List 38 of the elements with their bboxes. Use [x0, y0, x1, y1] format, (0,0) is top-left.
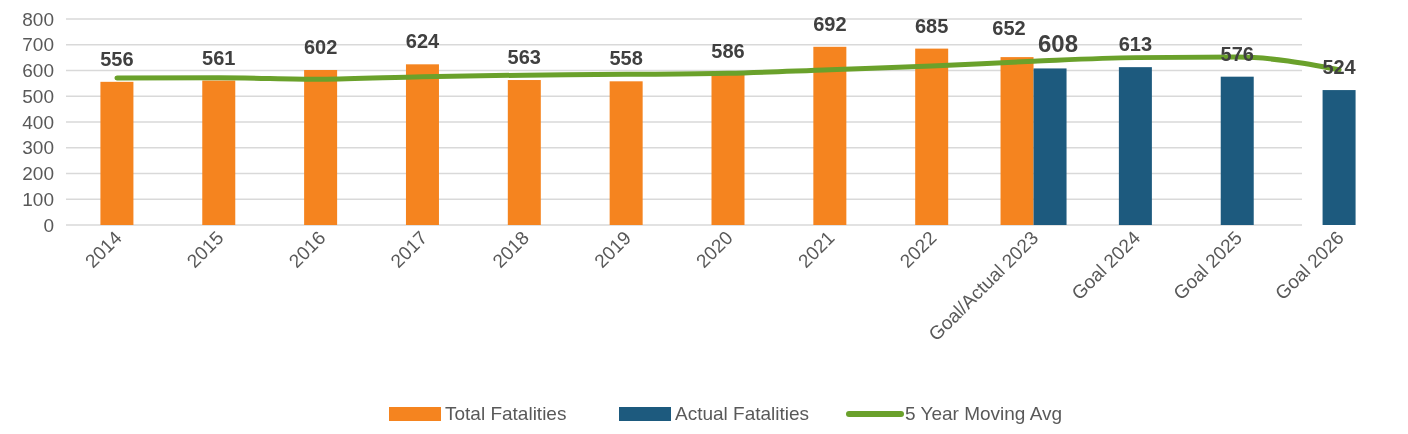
data-label: 685 — [915, 14, 949, 37]
bar — [202, 80, 236, 225]
bar — [304, 69, 338, 225]
y-tick-label: 200 — [22, 163, 54, 185]
bar — [813, 46, 847, 225]
data-label: 692 — [813, 12, 847, 35]
y-tick-label: 100 — [22, 188, 54, 210]
data-label: 563 — [507, 46, 541, 69]
bar — [100, 81, 134, 225]
data-label: 561 — [202, 46, 236, 69]
data-label: 608 — [1038, 30, 1079, 58]
data-label: 602 — [303, 35, 338, 58]
y-tick-label: 500 — [22, 85, 54, 107]
data-label: 624 — [405, 30, 441, 53]
y-tick-label: 700 — [22, 34, 54, 56]
legend-label: 5 Year Moving Avg — [905, 403, 1063, 424]
bar — [1220, 76, 1254, 225]
legend-label: Total Fatalities — [445, 403, 567, 424]
data-label: 613 — [1118, 33, 1153, 56]
y-tick-label: 300 — [22, 137, 54, 159]
data-label: 558 — [609, 47, 643, 70]
y-tick-label: 800 — [22, 8, 54, 30]
bar — [915, 48, 949, 225]
data-label: 556 — [100, 47, 134, 70]
bar — [711, 74, 745, 225]
legend-label: Actual Fatalities — [675, 403, 810, 424]
y-tick-label: 0 — [43, 214, 54, 236]
data-label: 576 — [1220, 42, 1254, 65]
data-label: 524 — [1322, 56, 1357, 79]
y-tick-label: 600 — [22, 60, 54, 82]
bar — [507, 80, 541, 225]
data-label: 652 — [992, 17, 1026, 40]
y-tick-label: 400 — [22, 111, 54, 133]
bar — [1118, 67, 1152, 225]
bar — [1322, 90, 1356, 225]
data-label: 586 — [711, 40, 745, 63]
bar — [405, 64, 439, 225]
bar — [609, 81, 643, 225]
